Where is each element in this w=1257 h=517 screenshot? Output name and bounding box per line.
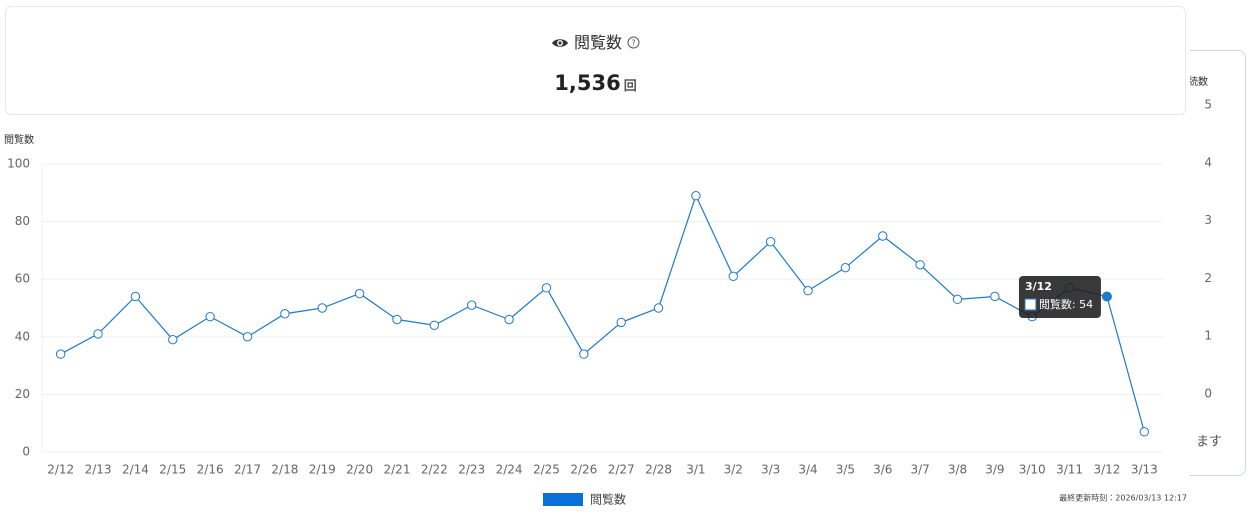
x-tick-label: 2/12	[47, 463, 74, 477]
card-title: 閲覧数	[573, 33, 622, 52]
x-tick-label: 3/1	[686, 463, 705, 477]
x-tick-label: 2/21	[384, 463, 411, 477]
point	[130, 291, 141, 302]
x-tick-label: 2/28	[645, 463, 672, 477]
point	[392, 314, 402, 325]
point	[990, 291, 1000, 302]
tooltip	[1018, 276, 1101, 318]
side-y-tick-label: 2	[1204, 271, 1212, 285]
x-tick-label: 2/13	[85, 463, 112, 477]
point	[168, 334, 178, 345]
side-y-tick-label: 4	[1204, 155, 1212, 169]
card-header: 閲覧数 ?	[6, 29, 1185, 53]
point	[579, 349, 589, 359]
point	[691, 190, 701, 201]
point	[280, 309, 290, 319]
legend-swatch	[543, 493, 583, 506]
tooltip-title: 3/12	[1025, 280, 1052, 293]
y-tick-label: 100	[7, 157, 30, 171]
point	[803, 286, 813, 296]
y-axis-label: 閲覧数	[4, 133, 34, 146]
point	[317, 303, 327, 313]
y-tick-label: 0	[22, 445, 30, 459]
x-tick-label: 2/22	[421, 463, 448, 477]
x-tick-label: 2/14	[122, 463, 149, 477]
point	[55, 349, 66, 359]
side-y-tick-label: 3	[1204, 213, 1212, 227]
eye-icon	[551, 39, 568, 47]
x-tick-label: 3/4	[798, 463, 817, 477]
x-tick-label: 3/3	[761, 463, 780, 477]
side-message: ます	[1196, 435, 1222, 450]
side-card	[1190, 50, 1246, 476]
point	[429, 320, 440, 330]
x-tick-label: 2/23	[458, 463, 485, 477]
tooltip-label: 閲覧数: 54	[1039, 298, 1093, 311]
x-tick-label: 2/26	[570, 463, 597, 477]
point	[242, 332, 253, 342]
x-tick-label: 3/11	[1056, 463, 1083, 477]
x-tick-label: 2/27	[608, 463, 635, 477]
point	[504, 314, 514, 325]
point	[840, 262, 851, 273]
side-y-tick-label: 5	[1204, 98, 1212, 112]
y-tick-label: 40	[15, 329, 30, 343]
point	[354, 288, 365, 299]
summary-card: 閲覧数 ? 1,536 回	[5, 6, 1186, 115]
side-chart: 読数 ます 0 1 2 3 4 5	[1190, 75, 1222, 450]
legend-label: 閲覧数	[590, 492, 626, 507]
x-tick-label: 3/7	[910, 463, 929, 477]
x-tick-label: 2/15	[159, 463, 186, 477]
x-tick-label: 3/10	[1019, 463, 1046, 477]
point	[1101, 291, 1112, 302]
card-unit: 回	[623, 79, 637, 94]
point	[541, 283, 552, 293]
x-tick-label: 2/19	[309, 463, 336, 477]
help-icon[interactable]: ?	[627, 36, 640, 49]
tooltip-swatch	[1024, 298, 1037, 311]
point	[1139, 427, 1150, 437]
x-tick-label: 3/8	[948, 463, 967, 477]
x-tick-label: 2/17	[234, 463, 261, 477]
x-tick-label: 2/20	[346, 463, 373, 477]
x-tick-label: 2/16	[197, 463, 224, 477]
point	[878, 231, 888, 241]
card-value-row: 1,536 回	[6, 71, 1185, 95]
x-tick-label: 2/25	[533, 463, 560, 477]
y-tick-label: 60	[15, 272, 30, 286]
side-panel: 読数 ます 0 1 2 3 4 5	[1190, 50, 1246, 476]
last-updated: 最終更新時刻：2026/03/13 12:17	[1059, 493, 1187, 503]
x-tick-label: 3/12	[1093, 463, 1120, 477]
point	[467, 300, 477, 310]
x-tick-label: 3/9	[985, 463, 1004, 477]
point	[765, 237, 776, 247]
card-value: 1,536	[554, 71, 621, 95]
x-tick-label: 2/18	[271, 463, 298, 477]
x-tick-label: 3/5	[836, 463, 855, 477]
y-tick-label: 20	[15, 387, 30, 401]
point	[915, 260, 925, 270]
point	[728, 271, 738, 282]
x-tick-label: 3/2	[724, 463, 743, 477]
y-tick-label: 80	[15, 214, 30, 228]
side-title: 読数	[1190, 75, 1208, 88]
point	[616, 317, 626, 328]
side-y-tick-label: 0	[1204, 387, 1212, 401]
side-y-tick-label: 1	[1204, 329, 1212, 343]
point	[93, 329, 103, 339]
x-tick-label: 3/6	[873, 463, 892, 477]
point	[205, 311, 215, 322]
svg-text:?: ?	[631, 39, 635, 48]
point	[952, 294, 963, 305]
x-tick-label: 3/13	[1131, 463, 1158, 477]
line	[60, 194, 1145, 432]
x-tick-label: 2/24	[496, 463, 523, 477]
point	[653, 303, 664, 313]
